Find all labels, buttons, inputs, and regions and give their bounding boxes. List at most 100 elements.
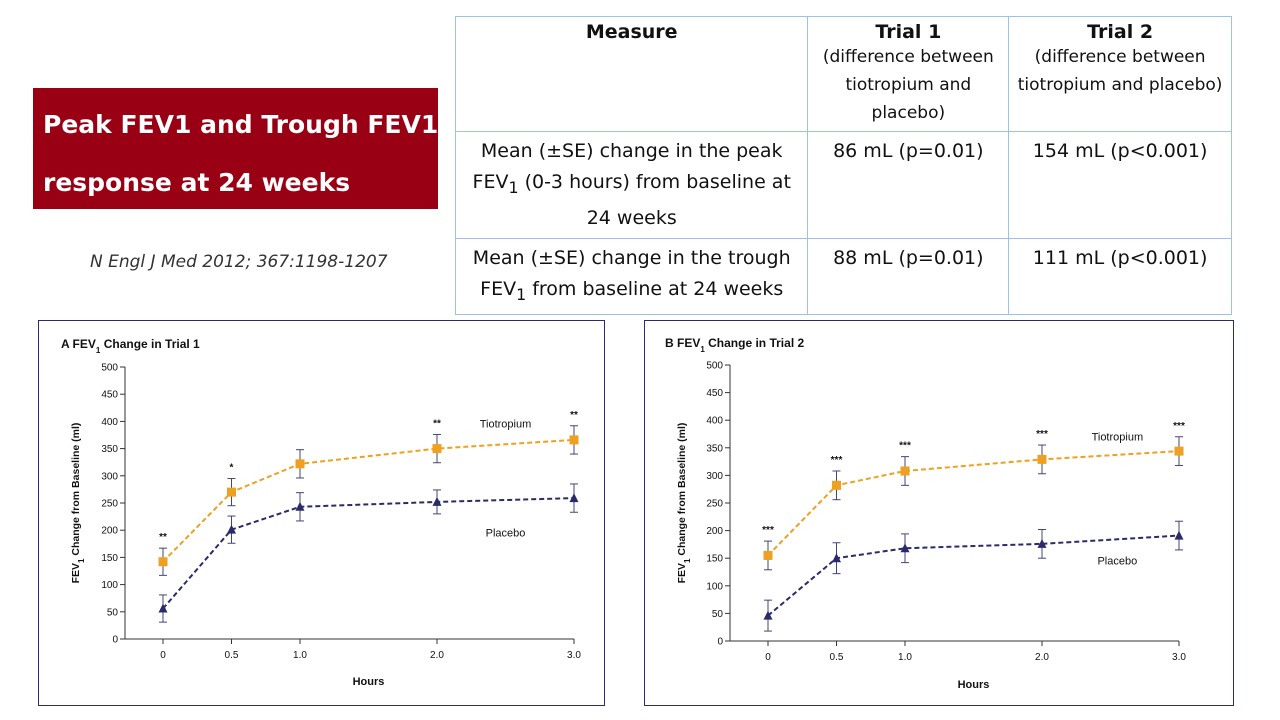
- table-header-cell: Trial 1 (difference between tiotropium a…: [807, 16, 1010, 132]
- tiotropium-point: [900, 466, 910, 476]
- chart-panel-trial2: B FEV1 Change in Trial 2 FEV1 Change from…: [644, 320, 1234, 706]
- tiotropium-point: [569, 435, 579, 445]
- table-row: Mean (±SE) change in the trough FEV1 fro…: [454, 237, 1232, 315]
- placebo-point: [158, 603, 168, 613]
- measure-subscript: 1: [508, 177, 519, 197]
- tiotropium-point: [295, 459, 305, 469]
- y-tick-label: 450: [101, 390, 118, 401]
- tiotropium-point: [227, 487, 236, 497]
- x-tick-label: 2.0: [430, 650, 444, 661]
- measure-subscript: 1: [516, 284, 527, 304]
- tiotropium-series-label: Tiotropium: [480, 419, 532, 431]
- trial1-cell: 86 mL (p=0.01): [807, 131, 1010, 239]
- table-header-row: Measure Trial 1 (difference between tiot…: [454, 16, 1232, 132]
- y-tick-label: 150: [706, 554, 723, 565]
- trial1-cell: 88 mL (p=0.01): [807, 237, 1010, 315]
- y-tick-label: 400: [101, 417, 118, 428]
- slide-title-line-1: Peak FEV1 and Trough FEV1: [43, 110, 439, 139]
- placebo-point: [763, 610, 773, 620]
- y-tick-label: 400: [706, 416, 723, 427]
- placebo-point: [227, 524, 236, 534]
- chart-title: B FEV1 Change in Trial 2: [665, 336, 804, 354]
- significance-marker: **: [433, 418, 441, 429]
- table-header-cell: Measure: [454, 16, 809, 132]
- header-label: Trial 1: [875, 21, 942, 43]
- y-tick-label: 100: [101, 580, 118, 591]
- x-tick-label: 1.0: [898, 652, 912, 663]
- y-tick-label: 250: [101, 499, 118, 510]
- table-header-cell: Trial 2 (difference between tiotropium a…: [1008, 16, 1232, 132]
- slide-title-line-2: response at 24 weeks: [43, 168, 351, 197]
- results-table: Measure Trial 1 (difference between tiot…: [454, 16, 1232, 315]
- x-axis-label: Hours: [958, 679, 990, 691]
- placebo-point: [1037, 538, 1047, 548]
- tiotropium-line: [162, 438, 575, 563]
- y-tick-label: 350: [706, 443, 723, 454]
- placebo-point: [1174, 530, 1184, 540]
- placebo-point: [569, 493, 579, 503]
- significance-marker: ***: [762, 525, 774, 536]
- x-tick-label: 1.0: [293, 650, 307, 661]
- slide-title-banner: Peak FEV1 and Trough FEV1 response at 24…: [33, 88, 438, 209]
- measure-cell: Mean (±SE) change in the peak FEV1 (0-3 …: [454, 131, 809, 239]
- significance-marker: ***: [1173, 421, 1185, 432]
- header-sublabel: (difference between tiotropium and place…: [1017, 47, 1223, 95]
- x-axis-label: Hours: [353, 676, 385, 688]
- placebo-point: [832, 553, 841, 563]
- y-axis-label: FEV1 Change from Baseline (ml): [70, 423, 86, 584]
- citation: N Engl J Med 2012; 367:1198-1207: [90, 252, 388, 272]
- significance-marker: *: [230, 463, 234, 474]
- chart-panel-trial1: A FEV1 Change in Trial 1 FEV1 Change from…: [38, 320, 605, 706]
- placebo-line: [767, 534, 1180, 617]
- y-tick-label: 500: [706, 361, 723, 372]
- y-tick-label: 0: [717, 637, 723, 648]
- measure-text: Mean (±SE) change in the peak FEV: [472, 140, 783, 193]
- header-label: Measure: [585, 21, 678, 43]
- measure-text-rest: (0-3 hours) from baseline at 24 weeks: [524, 171, 791, 229]
- x-tick-label: 0: [765, 652, 771, 663]
- significance-marker: ***: [831, 455, 843, 466]
- y-tick-label: 200: [101, 526, 118, 537]
- tiotropium-point: [832, 480, 841, 490]
- y-tick-label: 300: [706, 471, 723, 482]
- tiotropium-point: [763, 550, 773, 560]
- placebo-point: [900, 543, 910, 553]
- tiotropium-point: [158, 557, 168, 567]
- chart-trial1: A FEV1 Change in Trial 1 FEV1 Change from…: [61, 337, 581, 688]
- y-tick-label: 350: [101, 444, 118, 455]
- y-tick-label: 100: [706, 581, 723, 592]
- x-tick-label: 2.0: [1035, 652, 1049, 663]
- significance-marker: **: [570, 410, 578, 421]
- header-label: Trial 2: [1087, 21, 1154, 43]
- x-tick-label: 0.5: [225, 650, 239, 661]
- x-tick-label: 3.0: [567, 650, 581, 661]
- tiotropium-point: [1174, 446, 1184, 456]
- significance-marker: ***: [1036, 429, 1048, 440]
- trial2-cell: 111 mL (p<0.001): [1008, 237, 1232, 315]
- y-tick-label: 150: [101, 553, 118, 564]
- x-tick-label: 3.0: [1172, 652, 1186, 663]
- chart-title: A FEV1 Change in Trial 1: [61, 337, 200, 355]
- y-tick-label: 250: [706, 499, 723, 510]
- tiotropium-point: [432, 444, 442, 454]
- placebo-point: [295, 501, 305, 511]
- x-tick-label: 0.5: [830, 652, 844, 663]
- y-tick-label: 50: [107, 607, 119, 618]
- placebo-line: [162, 497, 575, 610]
- significance-marker: **: [159, 532, 167, 543]
- table-row: Mean (±SE) change in the peak FEV1 (0-3 …: [454, 131, 1232, 239]
- chart-trial2: B FEV1 Change in Trial 2 FEV1 Change from…: [665, 336, 1186, 691]
- y-tick-label: 200: [706, 526, 723, 537]
- header-sublabel: (difference between tiotropium and place…: [822, 47, 994, 123]
- y-tick-label: 50: [712, 609, 724, 620]
- y-axis-label: FEV1 Change from Baseline (ml): [676, 423, 692, 584]
- trial2-cell: 154 mL (p<0.001): [1008, 131, 1232, 239]
- tiotropium-point: [1037, 454, 1047, 464]
- significance-marker: ***: [899, 441, 911, 452]
- y-tick-label: 300: [101, 471, 118, 482]
- placebo-series-label: Placebo: [1097, 555, 1137, 567]
- y-tick-label: 450: [706, 388, 723, 399]
- tiotropium-series-label: Tiotropium: [1092, 431, 1144, 443]
- measure-cell: Mean (±SE) change in the trough FEV1 fro…: [454, 237, 809, 315]
- placebo-series-label: Placebo: [486, 527, 526, 539]
